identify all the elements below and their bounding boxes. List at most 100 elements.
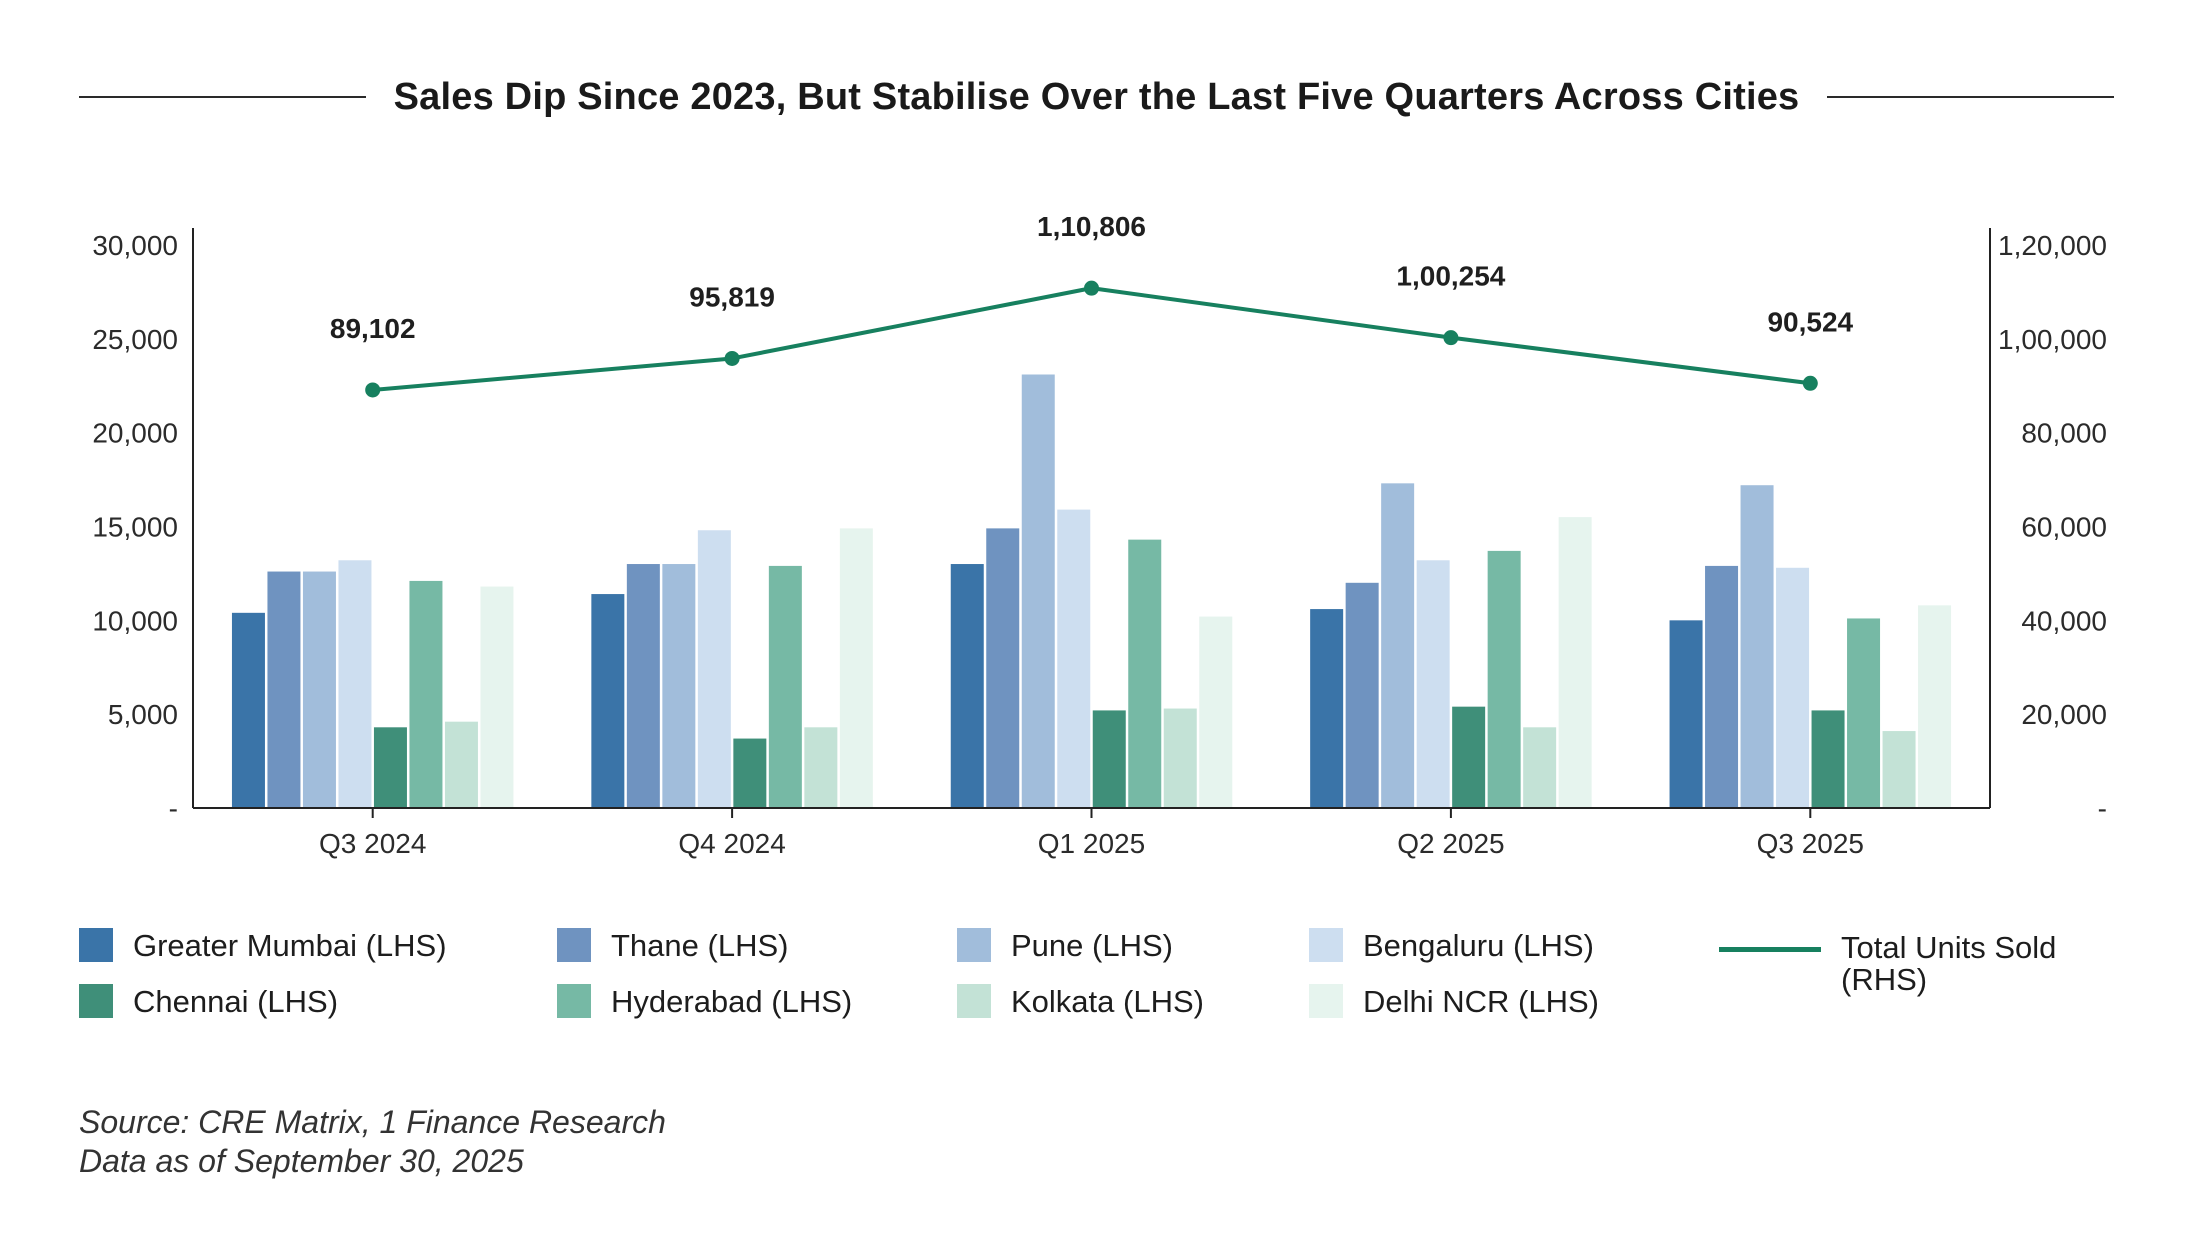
left-tick-label: 30,000 [92,230,178,261]
bar-thane-1 [626,564,660,808]
legend-swatch [557,984,591,1018]
bar-hyderabad-2 [1128,539,1162,808]
bar-bengaluru-4 [1776,567,1810,808]
right-tick-label: 1,00,000 [1998,324,2107,355]
bar-bengaluru-1 [697,530,731,808]
total-units-point-2 [1084,280,1099,296]
bar-greater-mumbai-0 [231,612,265,808]
left-tick-label: 15,000 [92,512,178,543]
bar-pune-1 [662,564,696,808]
x-tick-label: Q4 2024 [678,828,785,859]
bar-thane-3 [1345,582,1379,808]
chart-title: Sales Dip Since 2023, But Stabilise Over… [393,75,1800,118]
legend-swatch [1309,984,1343,1018]
legend-item: Kolkata (LHS) [957,984,1204,1020]
bar-pune-4 [1740,485,1774,808]
bar-greater-mumbai-2 [950,564,984,808]
x-tick-label: Q2 2025 [1397,828,1504,859]
legend-label: Chennai (LHS) [133,984,339,1019]
right-tick-label: 1,20,000 [1998,230,2107,261]
bar-chennai-4 [1811,710,1845,808]
bar-delhi-ncr-4 [1918,605,1952,808]
bar-pune-3 [1381,483,1415,808]
total-units-data-label: 95,819 [689,281,775,312]
legend: Greater Mumbai (LHS) Thane (LHS) Pune (LHS… [79,920,2119,1050]
right-tick-label: 40,000 [2021,605,2107,636]
left-tick-label: 20,000 [92,418,178,449]
bar-kolkata-3 [1523,727,1557,808]
bar-delhi-ncr-2 [1199,616,1233,808]
bar-pune-0 [302,571,336,808]
total-units-point-4 [1802,375,1818,391]
bar-kolkata-2 [1163,708,1197,808]
legend-swatch [957,928,991,962]
right-tick-label: 80,000 [2021,418,2107,449]
left-tick-label: 10,000 [92,605,178,636]
legend-item-total-units: Total Units Sold (RHS) [1719,932,2101,996]
legend-swatch [557,928,591,962]
bar-delhi-ncr-0 [480,586,514,808]
bar-pune-2 [1021,374,1055,808]
bar-chennai-1 [733,738,767,808]
bar-thane-2 [986,528,1020,808]
legend-item: Bengaluru (LHS) [1309,928,1594,964]
data-date-line: Data as of September 30, 2025 [79,1143,524,1179]
legend-swatch [79,984,113,1018]
bar-chennai-3 [1452,706,1486,808]
total-units-data-label: 1,00,254 [1396,261,1505,292]
legend-label: Kolkata (LHS) [1011,984,1204,1019]
bar-thane-0 [267,571,301,808]
bar-delhi-ncr-1 [839,528,873,808]
bar-kolkata-0 [444,721,478,808]
left-tick-label: 5,000 [108,699,178,730]
bar-kolkata-1 [804,727,838,808]
source-note: Source: CRE Matrix, 1 Finance Research D… [79,1103,666,1181]
legend-label: Thane (LHS) [611,928,789,963]
bar-hyderabad-1 [768,565,802,808]
bar-hyderabad-3 [1487,550,1521,808]
total-units-point-0 [365,382,381,398]
total-units-point-1 [724,350,740,366]
legend-item: Delhi NCR (LHS) [1309,984,1599,1020]
legend-line-swatch [1719,947,1821,952]
bar-bengaluru-0 [338,560,372,808]
bar-greater-mumbai-1 [591,594,625,808]
bar-greater-mumbai-4 [1669,620,1703,808]
title-rule-left [79,96,366,98]
total-units-point-3 [1443,330,1459,346]
total-units-line [372,286,1811,392]
x-tick-label: Q3 2025 [1757,828,1864,859]
legend-item: Greater Mumbai (LHS) [79,928,447,964]
title-row: Sales Dip Since 2023, But Stabilise Over… [79,62,2114,132]
legend-item: Hyderabad (LHS) [557,984,852,1020]
bar-bengaluru-3 [1416,560,1450,808]
legend-item: Thane (LHS) [557,928,788,964]
legend-swatch [957,984,991,1018]
x-tick-label: Q1 2025 [1038,828,1145,859]
bar-greater-mumbai-3 [1310,609,1344,808]
bar-bengaluru-2 [1057,509,1091,808]
legend-label: Bengaluru (LHS) [1363,928,1594,963]
bar-hyderabad-0 [409,580,443,808]
right-tick-label: - [2098,793,2107,824]
bar-chennai-0 [373,727,407,808]
legend-swatch [1309,928,1343,962]
bar-kolkata-4 [1882,731,1916,808]
legend-item: Chennai (LHS) [79,984,338,1020]
source-line: Source: CRE Matrix, 1 Finance Research [79,1104,666,1140]
bar-thane-4 [1705,565,1739,808]
bar-hyderabad-4 [1847,618,1881,808]
bar-delhi-ncr-3 [1558,517,1592,808]
total-units-data-label: 1,10,806 [1037,211,1146,242]
right-tick-label: 20,000 [2021,699,2107,730]
chart-plot: - 5,000 10,000 15,000 20,000 25,000 30,000 - 20,… [92,211,2107,859]
title-rule-right [1827,96,2114,98]
legend-swatch [79,928,113,962]
legend-label: Hyderabad (LHS) [611,984,853,1019]
legend-item: Pune (LHS) [957,928,1173,964]
legend-label: Delhi NCR (LHS) [1363,984,1599,1019]
total-units-data-label: 90,524 [1767,306,1853,337]
legend-label: Pune (LHS) [1011,928,1173,963]
x-tick-label: Q3 2024 [319,828,426,859]
legend-label: Greater Mumbai (LHS) [133,928,447,963]
